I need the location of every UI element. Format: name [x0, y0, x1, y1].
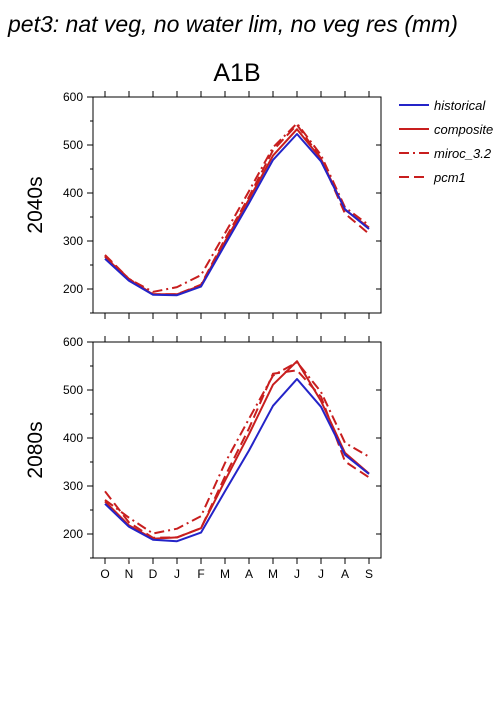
y-tick-label: 500	[63, 138, 83, 152]
x-tick-label: J	[294, 567, 300, 581]
legend: historical composite miroc_3.2 pcm1	[399, 98, 493, 185]
legend-item: miroc_3.2	[399, 146, 492, 161]
y-tick-label: 300	[63, 479, 83, 493]
x-tick-label: N	[125, 567, 134, 581]
x-tick-label: O	[100, 567, 109, 581]
legend-label: composite	[434, 122, 493, 137]
x-tick-label: A	[341, 567, 349, 581]
x-tick-label: F	[197, 567, 204, 581]
scenario-title: A1B	[213, 59, 260, 87]
series-miroc-3-2	[104, 122, 370, 293]
legend-item: pcm1	[399, 170, 466, 185]
y-tick-label: 400	[63, 431, 83, 445]
series-miroc-3-2	[104, 361, 370, 535]
legend-item: composite	[399, 122, 493, 137]
series-pcm1	[104, 369, 370, 539]
y-tick-label: 200	[63, 282, 83, 296]
legend-label: miroc_3.2	[434, 146, 492, 161]
x-tick-label: D	[149, 567, 158, 581]
y-tick-label: 500	[63, 383, 83, 397]
y-tick-label: 400	[63, 186, 83, 200]
plot-frame	[92, 341, 382, 559]
x-tick-label: M	[220, 567, 230, 581]
y-tick-label: 300	[63, 234, 83, 248]
y-tick-label: 200	[63, 527, 83, 541]
x-tick-label: J	[174, 567, 180, 581]
x-tick-label: M	[268, 567, 278, 581]
series-composite	[104, 360, 370, 540]
y-tick-label: 600	[63, 90, 83, 104]
series-pcm1	[104, 123, 370, 296]
series-historical	[104, 133, 370, 297]
row-label-2040s: 2040s	[24, 176, 47, 233]
x-tick-label: S	[365, 567, 373, 581]
legend-label: historical	[434, 98, 486, 113]
y-tick-label: 600	[63, 335, 83, 349]
chart-panels: 200 300 400 500 600 2040s 200 300 400 500 600 O N D J F…	[24, 90, 382, 581]
legend-label: pcm1	[433, 170, 466, 185]
panel-2040s: 200 300 400 500 600 2040s	[24, 90, 382, 319]
row-label-2080s: 2080s	[24, 421, 47, 478]
legend-item: historical	[399, 98, 486, 113]
series-historical	[104, 378, 370, 543]
plot-frame	[92, 96, 382, 314]
x-tick-label: A	[245, 567, 253, 581]
x-tick-label: J	[318, 567, 324, 581]
figure-title: pet3: nat veg, no water lim, no veg res …	[7, 11, 458, 37]
panel-2080s: 200 300 400 500 600 O N D J F M A M J J A S 2080s	[24, 335, 382, 581]
